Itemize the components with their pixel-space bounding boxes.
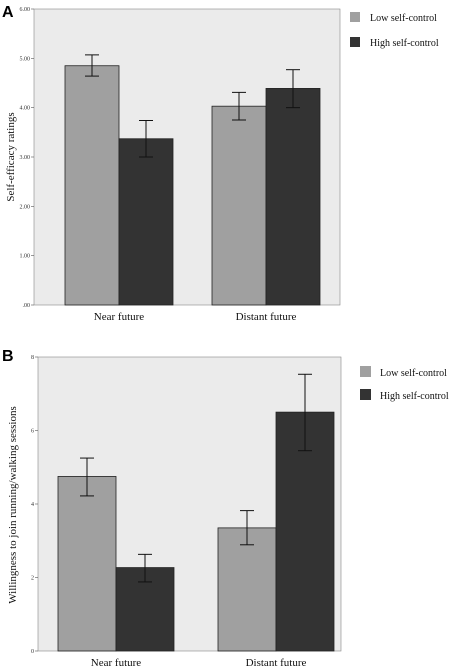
x-category-label: Near future <box>94 311 145 323</box>
bar-high-self-control <box>265 88 321 306</box>
bar-low-self-control <box>57 476 117 652</box>
x-category-label: Distant future <box>246 657 307 669</box>
x-category-label: Distant future <box>236 311 297 323</box>
y-tick-label: 6 <box>31 429 34 435</box>
y-tick-label: 4 <box>31 502 34 508</box>
y-tick-label: 3.00 <box>20 155 31 161</box>
panel-a-x-axis: Near future Distant future <box>94 311 297 323</box>
y-tick-label: 8 <box>31 355 34 361</box>
bar-high-self-control <box>118 138 174 306</box>
y-tick-label: 0 <box>31 649 34 655</box>
panel-b: B 0 2 4 6 8 Near future Distant future Willin… <box>2 348 449 669</box>
error-bar <box>240 510 254 546</box>
panel-b-y-axis: 0 2 4 6 8 <box>31 355 38 655</box>
panel-a-y-axis-title: Self-efficacy ratings <box>5 112 17 201</box>
panel-b-x-axis: Near future Distant future <box>91 657 307 669</box>
bar-high-self-control <box>275 411 335 652</box>
legend-label-low: Low self-control <box>380 368 447 379</box>
panel-a-legend: Low self-control High self-control <box>350 12 439 49</box>
legend-swatch-high <box>350 37 360 47</box>
y-tick-label: 6.00 <box>20 7 31 13</box>
legend-label-low: Low self-control <box>370 13 437 24</box>
panel-b-bars <box>57 411 335 652</box>
bar-low-self-control <box>64 65 120 306</box>
error-bar <box>138 553 152 583</box>
legend-label-high: High self-control <box>380 391 449 402</box>
error-bar <box>139 119 153 158</box>
y-tick-label: 2 <box>31 576 34 582</box>
error-bar <box>85 54 99 77</box>
panel-b-legend: Low self-control High self-control <box>360 366 449 402</box>
y-tick-label: 2.00 <box>20 204 31 210</box>
error-bar <box>286 69 300 109</box>
y-tick-label: 1.00 <box>20 254 31 260</box>
panel-a-bars <box>64 65 321 306</box>
panel-a-error-bars <box>85 54 300 158</box>
x-category-label: Near future <box>91 657 142 669</box>
legend-swatch-low <box>350 12 360 22</box>
bar-low-self-control <box>217 527 277 652</box>
panel-a: A .00 1.00 2.00 3.00 4.00 5.00 6.00 Near futur… <box>2 4 439 323</box>
legend-swatch-low <box>360 366 371 377</box>
panel-a-y-axis: .00 1.00 2.00 3.00 4.00 5.00 6.00 <box>20 7 34 309</box>
error-bar <box>298 373 312 452</box>
legend-label-high: High self-control <box>370 38 439 49</box>
bar-low-self-control <box>211 105 267 306</box>
panel-a-letter: A <box>2 4 14 21</box>
legend-swatch-high <box>360 389 371 400</box>
panel-b-error-bars <box>80 373 312 583</box>
y-tick-label: 5.00 <box>20 56 31 62</box>
panel-b-y-axis-title: Willingness to join running/walking sess… <box>7 406 19 604</box>
error-bar <box>232 91 246 121</box>
y-tick-label: 4.00 <box>20 106 31 112</box>
error-bar <box>80 457 94 497</box>
y-tick-label: .00 <box>23 303 31 309</box>
panel-b-letter: B <box>2 348 14 365</box>
